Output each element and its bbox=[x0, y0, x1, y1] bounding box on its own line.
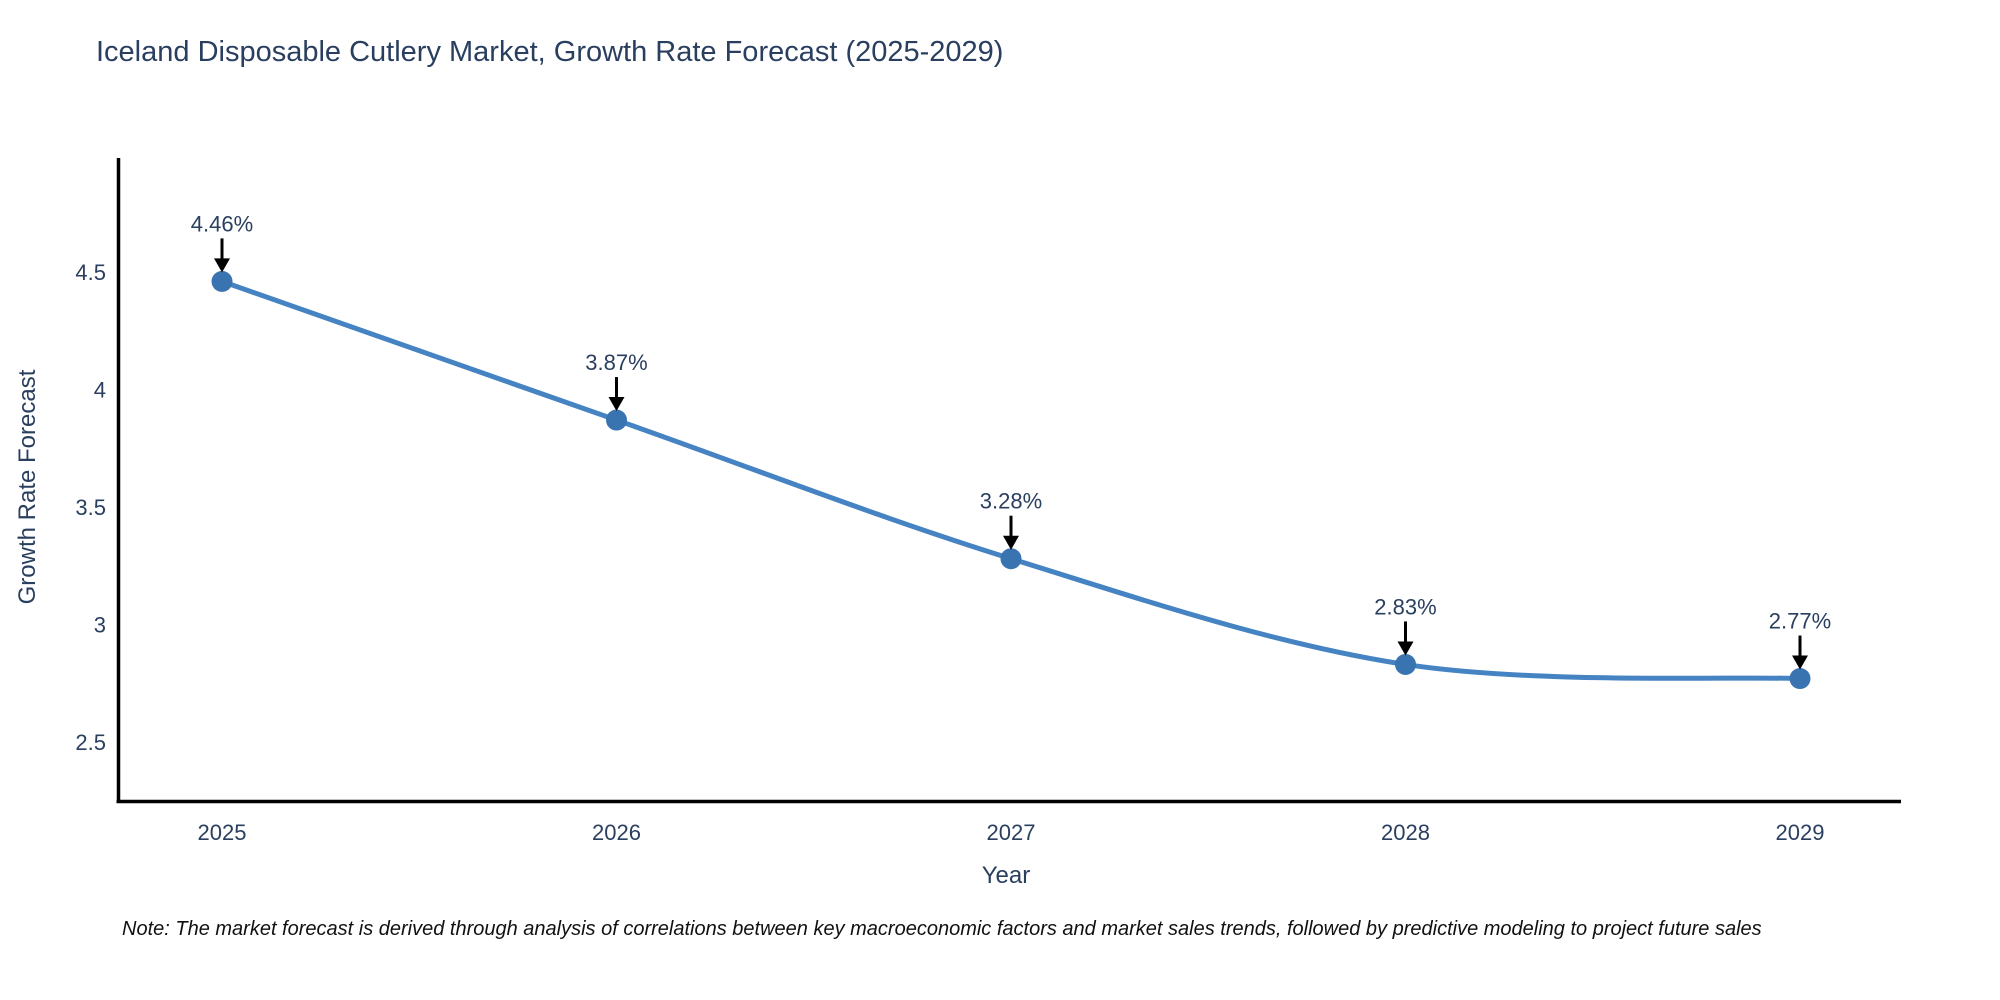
annotation-arrow-head bbox=[1397, 641, 1414, 656]
annotation-arrow-head bbox=[214, 258, 230, 273]
x-tick-label: 2028 bbox=[1381, 820, 1430, 845]
annotation-arrow-head bbox=[608, 397, 625, 412]
chart-title: Iceland Disposable Cutlery Market, Growt… bbox=[96, 36, 1004, 68]
annotation-label: 2.77% bbox=[1769, 609, 1831, 634]
annotation-label: 3.87% bbox=[585, 350, 647, 375]
x-axis-title: Year bbox=[981, 862, 1031, 889]
y-tick-label: 4 bbox=[94, 378, 106, 403]
y-tick-label: 3.5 bbox=[75, 495, 106, 520]
x-tick-label: 2027 bbox=[987, 820, 1036, 845]
data-point-marker bbox=[1395, 653, 1416, 675]
annotation-arrow-head bbox=[1792, 655, 1808, 670]
footnote: Note: The market forecast is derived thr… bbox=[122, 918, 1762, 940]
annotation-label: 3.28% bbox=[980, 489, 1042, 514]
annotation-label: 4.46% bbox=[191, 211, 253, 236]
series-line bbox=[219, 278, 1803, 682]
annotation-label: 2.83% bbox=[1374, 594, 1436, 619]
x-tick-label: 2029 bbox=[1776, 820, 1825, 845]
x-tick-label: 2025 bbox=[198, 820, 247, 845]
y-axis-title: Growth Rate Forecast bbox=[14, 369, 41, 605]
data-point-marker bbox=[1000, 548, 1022, 570]
data-point-marker bbox=[1789, 668, 1811, 690]
annotation-arrow-head bbox=[1003, 535, 1019, 550]
x-tick-label: 2026 bbox=[592, 820, 641, 845]
y-tick-label: 4.5 bbox=[75, 260, 106, 285]
y-tick-label: 2.5 bbox=[75, 730, 106, 755]
data-point-marker bbox=[211, 270, 233, 292]
data-point-marker bbox=[606, 409, 627, 431]
y-tick-label: 3 bbox=[94, 613, 106, 638]
